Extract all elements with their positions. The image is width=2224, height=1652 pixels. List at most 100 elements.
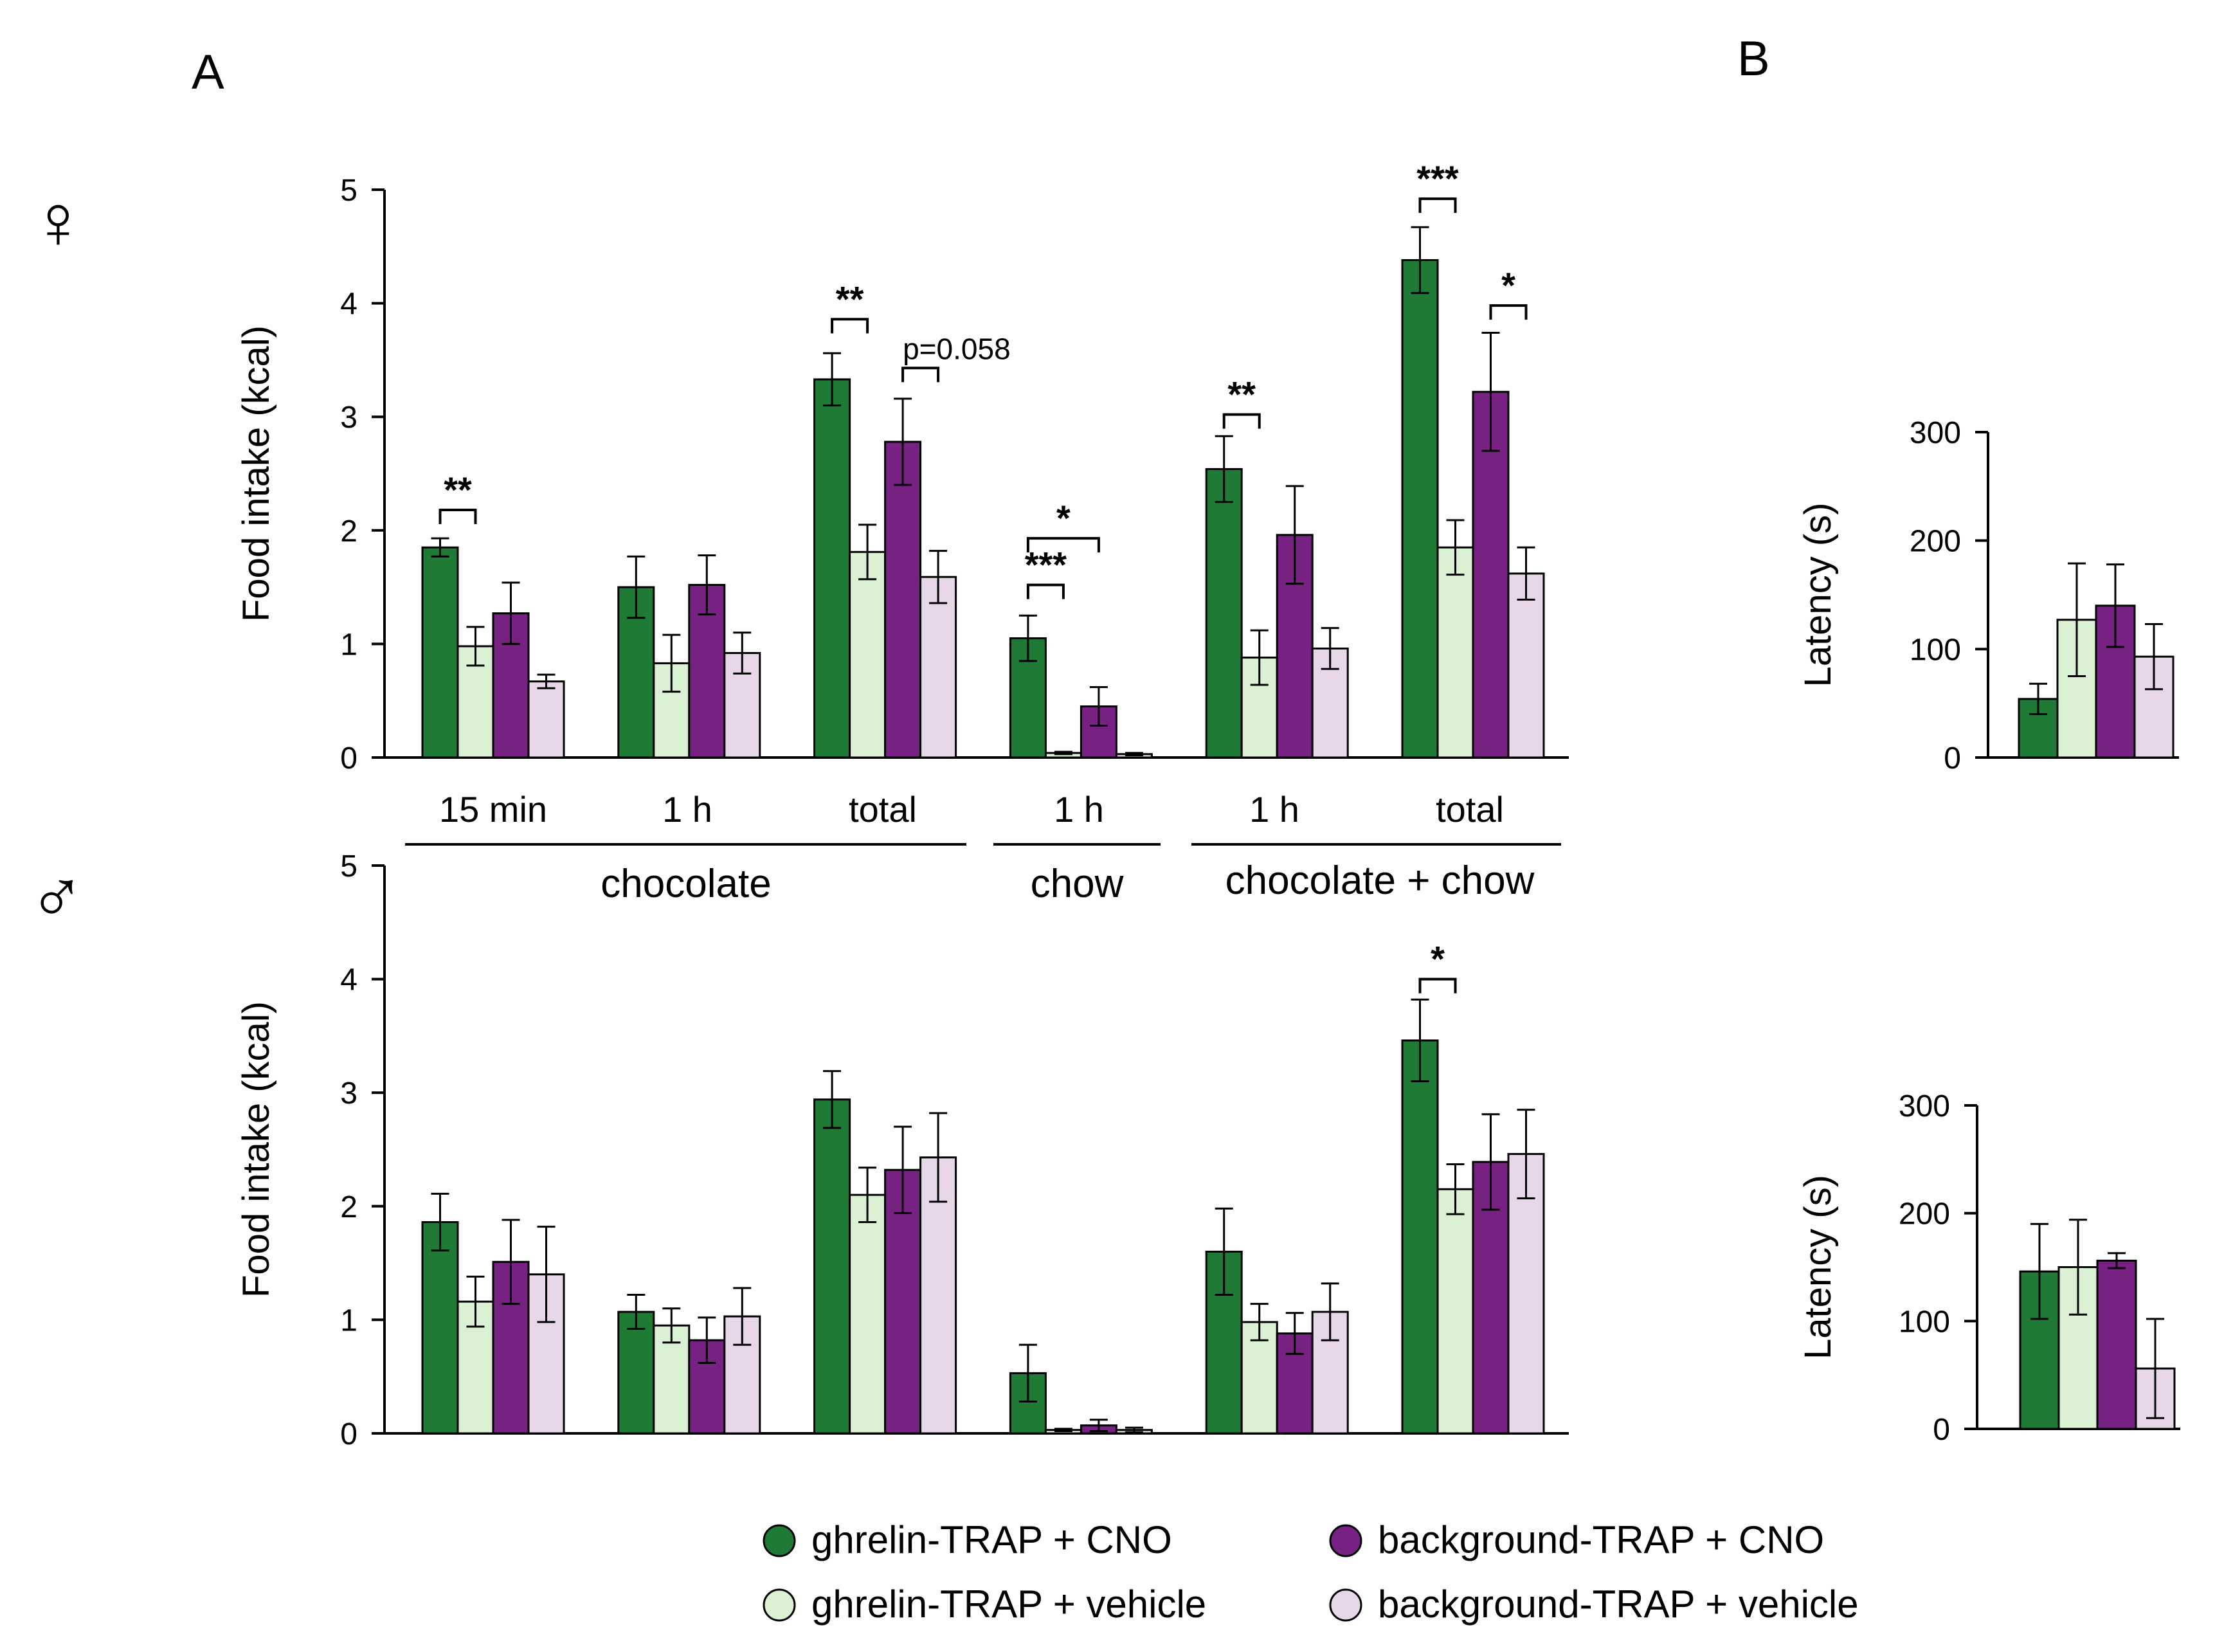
significance-bracket [901, 367, 940, 383]
category-groups: chocolate chow chocolate + chow [405, 843, 1561, 906]
y-tick-label: 5 [340, 174, 357, 208]
y-tick-label: 4 [340, 287, 357, 322]
y-tick-label: 5 [340, 849, 357, 884]
bar [1401, 1039, 1439, 1435]
legend-label: ghrelin-TRAP + vehicle [811, 1583, 1206, 1626]
panel-label-b: B [1737, 32, 1770, 86]
y-tick-label: 3 [340, 1076, 357, 1111]
significance-bracket [438, 509, 477, 525]
y-tick-label: 100 [1910, 633, 1961, 667]
group-label: chow [1031, 862, 1124, 906]
bar [919, 576, 957, 759]
bar [919, 1156, 957, 1435]
panel-label-a: A [192, 45, 224, 100]
bar [1436, 546, 1474, 759]
bar [527, 1273, 565, 1435]
male-symbol-icon: ♂ [28, 855, 86, 939]
legend-swatch [763, 1524, 796, 1557]
bar [617, 1311, 655, 1435]
legend-item: background-TRAP + vehicle [1329, 1583, 1859, 1626]
legend-label: background-TRAP + CNO [1378, 1518, 1824, 1561]
category-label: 1 h [1054, 789, 1104, 830]
legend-swatch [1329, 1524, 1362, 1557]
chart-latency-female: 0 100 200 300 Latency (s) [1797, 416, 2179, 776]
significance-bracket [831, 318, 869, 334]
bar [1009, 637, 1047, 759]
y-tick-label: 300 [1899, 1089, 1950, 1123]
significance-label: *** [1025, 545, 1067, 585]
legend-item: ghrelin-TRAP + vehicle [763, 1583, 1206, 1626]
significance-bracket [1418, 977, 1457, 994]
bar [813, 378, 851, 759]
y-tick-label: 0 [340, 741, 357, 776]
significance-bracket [1418, 197, 1457, 213]
legend-label: background-TRAP + vehicle [1378, 1583, 1859, 1626]
legend-swatch [1329, 1588, 1362, 1622]
legend-item: background-TRAP + CNO [1329, 1518, 1824, 1561]
bar [1507, 572, 1545, 759]
bar [527, 680, 565, 759]
y-tick-label: 100 [1899, 1305, 1950, 1339]
category-label: 1 h [1249, 789, 1299, 830]
group-label: chocolate [601, 862, 771, 906]
significance-label: * [1501, 265, 1515, 305]
y-axis-label: Latency (s) [1797, 1175, 1839, 1359]
category-label: 1 h [662, 789, 712, 830]
bar [849, 1194, 887, 1435]
legend-swatch [763, 1588, 796, 1622]
bar [849, 550, 887, 759]
y-tick-label: 0 [1933, 1413, 1950, 1447]
female-symbol-icon: ♀ [30, 179, 87, 264]
significance-label: * [1431, 939, 1445, 979]
bar [2133, 655, 2174, 759]
bar [1311, 647, 1349, 759]
y-tick-label: 1 [340, 628, 357, 662]
significance-bracket [1489, 304, 1528, 320]
bar [688, 584, 726, 759]
bar [1205, 467, 1243, 759]
chart-food-intake-male: 0 1 2 3 4 5 Food intake (kcal) * [235, 849, 1569, 1451]
y-tick-label: 300 [1910, 416, 1961, 450]
bar [1436, 1188, 1474, 1435]
bar [723, 652, 761, 759]
significance-label: ** [1227, 374, 1256, 415]
significance-label: * [1056, 498, 1071, 538]
legend-label: ghrelin-TRAP + CNO [811, 1518, 1172, 1561]
y-tick-label: 3 [340, 401, 357, 435]
y-tick-label: 1 [340, 1303, 357, 1338]
bar [421, 1221, 459, 1435]
significance-label: p=0.058 [903, 332, 1011, 365]
bar [421, 546, 459, 759]
category-label: 15 min [439, 789, 547, 830]
y-axis-label: Food intake (kcal) [235, 1001, 277, 1298]
category-label: total [1436, 789, 1504, 830]
bar [2096, 1259, 2137, 1430]
category-label: total [849, 789, 917, 830]
legend-item: ghrelin-TRAP + CNO [763, 1518, 1172, 1561]
category-labels: 15 min 1 h total 1 h 1 h total [439, 789, 1504, 830]
bar [1401, 259, 1439, 759]
group-label: chocolate + chow [1225, 858, 1535, 903]
y-tick-label: 200 [1899, 1197, 1950, 1231]
y-tick-label: 0 [340, 1417, 357, 1451]
bar [884, 440, 922, 759]
y-tick-label: 2 [340, 1190, 357, 1224]
bar [457, 645, 494, 759]
y-tick-label: 0 [1944, 741, 1961, 776]
significance-bracket [1026, 537, 1100, 553]
y-axis-label: Latency (s) [1797, 503, 1839, 687]
y-axis-label: Food intake (kcal) [235, 325, 277, 622]
significance-label: ** [836, 278, 864, 319]
bar [813, 1098, 851, 1435]
y-tick-label: 200 [1910, 525, 1961, 559]
significance-bracket [1026, 583, 1065, 599]
significance-label: *** [1416, 158, 1459, 199]
significance-label: ** [444, 469, 472, 510]
legend: ghrelin-TRAP + CNO ghrelin-TRAP + vehicl… [763, 1518, 1859, 1626]
chart-latency-male: 0 100 200 300 Latency (s) [1797, 1089, 2180, 1447]
y-tick-label: 4 [340, 963, 357, 997]
significance-bracket [1222, 413, 1261, 429]
y-tick-label: 2 [340, 514, 357, 549]
